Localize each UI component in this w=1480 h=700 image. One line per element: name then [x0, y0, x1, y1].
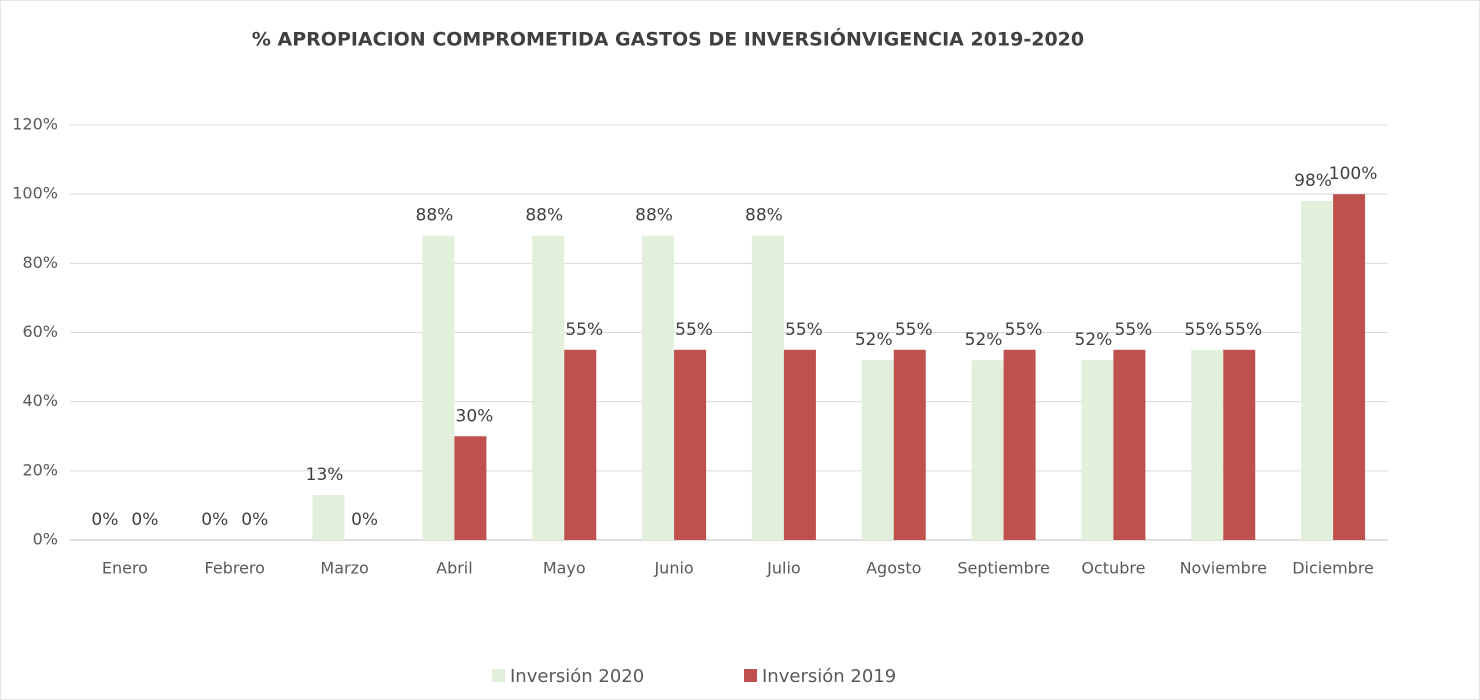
data-label: 55%	[675, 320, 713, 340]
x-tick-label: Agosto	[866, 559, 921, 578]
data-label: 0%	[351, 510, 378, 530]
y-tick-label: 80%	[22, 253, 58, 272]
bar	[1113, 349, 1146, 540]
y-tick-label: 0%	[33, 530, 58, 549]
x-tick-label: Noviembre	[1180, 559, 1267, 578]
data-label: 100%	[1329, 164, 1378, 184]
bar	[1333, 194, 1366, 540]
data-label: 0%	[241, 510, 268, 530]
data-label: 30%	[456, 406, 494, 426]
data-label: 55%	[785, 320, 823, 340]
x-tick-label: Diciembre	[1292, 559, 1374, 578]
bar	[1003, 349, 1036, 540]
x-tick-label: Julio	[766, 559, 801, 578]
legend-swatch	[744, 669, 757, 682]
x-tick-label: Octubre	[1081, 559, 1145, 578]
bar	[1081, 360, 1114, 540]
bar	[642, 235, 675, 540]
data-label: 98%	[1294, 171, 1332, 191]
y-tick-label: 20%	[22, 460, 58, 479]
data-label: 55%	[895, 320, 933, 340]
bar	[532, 235, 565, 540]
data-label: 0%	[91, 510, 118, 530]
y-tick-label: 40%	[22, 391, 58, 410]
bar	[674, 349, 707, 540]
x-tick-label: Mayo	[543, 559, 586, 578]
bar	[751, 235, 784, 540]
x-tick-label: Febrero	[205, 559, 265, 578]
data-label: 52%	[1075, 330, 1113, 350]
data-label: 55%	[1005, 320, 1043, 340]
data-label: 88%	[416, 206, 454, 226]
x-tick-label: Septiembre	[957, 559, 1050, 578]
data-label: 55%	[1224, 320, 1262, 340]
legend-swatch	[492, 669, 505, 682]
bar	[1191, 349, 1224, 540]
x-tick-label: Marzo	[320, 559, 368, 578]
y-tick-label: 120%	[12, 115, 58, 134]
chart-title: % APROPIACION COMPROMETIDA GASTOS DE INV…	[252, 27, 1084, 51]
data-label: 0%	[201, 510, 228, 530]
bar	[783, 349, 816, 540]
legend-label: Inversión 2020	[510, 666, 644, 687]
bar	[1301, 201, 1334, 541]
data-label: 52%	[965, 330, 1003, 350]
y-tick-label: 60%	[22, 322, 58, 341]
data-label: 52%	[855, 330, 893, 350]
data-label: 0%	[131, 510, 158, 530]
legend-label: Inversión 2019	[762, 666, 896, 687]
data-label: 55%	[1115, 320, 1153, 340]
data-label: 88%	[635, 206, 673, 226]
data-label: 13%	[306, 465, 344, 485]
bar	[1223, 349, 1256, 540]
bar	[564, 349, 597, 540]
bar	[454, 436, 487, 540]
bar	[312, 495, 345, 540]
data-label: 88%	[525, 206, 563, 226]
x-tick-label: Junio	[653, 559, 693, 578]
bar	[893, 349, 926, 540]
y-tick-label: 100%	[12, 184, 58, 203]
data-label: 55%	[1184, 320, 1222, 340]
bar	[971, 360, 1004, 540]
data-label: 88%	[745, 206, 783, 226]
x-tick-label: Abril	[436, 559, 473, 578]
data-label: 55%	[565, 320, 603, 340]
bar	[422, 235, 455, 540]
x-tick-label: Enero	[102, 559, 148, 578]
bar	[861, 360, 894, 540]
